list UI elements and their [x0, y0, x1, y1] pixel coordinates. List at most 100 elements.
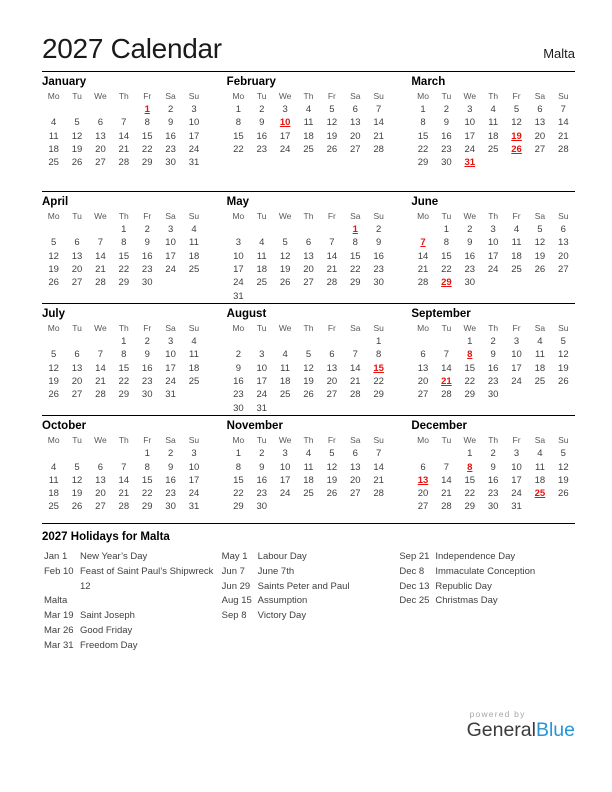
holidays-heading: 2027 Holidays for Malta	[42, 530, 170, 543]
holiday-day-cell: 8	[467, 461, 473, 473]
day-cell: 25	[188, 263, 200, 275]
empty-cell	[297, 223, 320, 236]
day-cell: 19	[279, 263, 291, 275]
day-cell: 9	[167, 461, 174, 473]
day-cell: 15	[141, 474, 153, 486]
holiday-day-cell: 8	[467, 349, 473, 361]
day-cell: 11	[48, 130, 59, 142]
holiday-name: Christmas Day	[435, 595, 498, 607]
day-cell: 5	[513, 104, 520, 116]
weekday-label: Fr	[512, 90, 521, 101]
empty-cell	[112, 103, 135, 116]
day-cell: 9	[259, 461, 265, 473]
weekday-label: Tu	[256, 322, 267, 333]
weekday-label: Fr	[143, 210, 152, 221]
day-cell: 7	[97, 237, 104, 249]
day-cell: 30	[487, 501, 499, 513]
day-cell: 19	[48, 376, 59, 388]
day-cell: 3	[167, 336, 174, 348]
day-cell: 28	[558, 143, 569, 155]
empty-cell	[112, 447, 135, 460]
day-cell: 14	[349, 362, 361, 374]
day-cell: 24	[464, 143, 476, 155]
weekday-label: We	[94, 90, 107, 101]
day-cell: 24	[188, 488, 200, 500]
empty-cell	[250, 335, 273, 348]
holiday-name-wrap: Malta	[44, 595, 68, 607]
day-cell: 11	[256, 250, 267, 262]
day-cell: 12	[279, 250, 291, 262]
day-cell: 27	[303, 277, 314, 289]
day-cell: 6	[305, 237, 312, 249]
day-cell: 6	[352, 448, 358, 460]
day-cell: 14	[326, 250, 338, 262]
day-cell: 10	[256, 362, 268, 374]
weekday-label: Th	[118, 210, 129, 221]
day-cell: 2	[259, 104, 265, 116]
day-cell: 6	[420, 461, 426, 473]
day-cell: 18	[487, 130, 499, 142]
weekday-label: We	[278, 322, 292, 333]
weekday-label: Sa	[350, 90, 361, 101]
day-cell: 25	[487, 143, 499, 155]
month-days-grid: Mo Tu We Th Fr Sa Su 1 2 3 4 5 6 7 8 9 10 11 12 13 14 15 16 17 1…	[42, 434, 206, 514]
day-cell: 15	[233, 130, 244, 142]
day-cell: 6	[74, 349, 80, 361]
holiday-name: Saints Peter and Paul	[257, 580, 350, 592]
weekday-label: We	[278, 210, 292, 221]
day-cell: 30	[441, 157, 452, 169]
holidays-list: Jan 1 New Year’s Day Feb 10 Feast of Saint …	[42, 550, 575, 654]
weekday-label: We	[94, 210, 107, 221]
day-cell: 13	[558, 237, 569, 249]
day-cell: 25	[48, 501, 59, 513]
month-september: September Mo Tu We Th Fr Sa Su 1 2 3 4 5 6 7 8 9 10 11 12 13…	[411, 308, 575, 415]
day-cell: 21	[118, 488, 130, 500]
day-cell: 19	[71, 488, 83, 500]
day-cell: 14	[373, 461, 384, 473]
weekday-label: Tu	[72, 434, 82, 445]
day-cell: 12	[558, 461, 569, 473]
day-cell: 26	[326, 143, 338, 155]
day-cell: 16	[464, 250, 476, 262]
month-days-grid: Mo Tu We Th Fr Sa Su 1 2 3 4 5 6 7 8 9 10 11 12 13 14 15 16 17 1…	[227, 322, 391, 415]
weekday-label: Th	[488, 434, 499, 445]
page-header: 2027 Calendar Malta	[42, 0, 575, 72]
holiday-name: Good Friday	[80, 624, 133, 636]
day-cell: 15	[141, 130, 153, 142]
month-january: January Mo Tu We Th Fr Sa Su 1 2 3 4 5 6 7 8 9 10 11 12 13 14…	[42, 76, 206, 191]
weekday-label: Su	[188, 210, 200, 221]
day-cell: 1	[467, 336, 473, 348]
day-cell: 4	[191, 336, 197, 348]
day-cell: 12	[558, 349, 569, 361]
day-cell: 30	[256, 501, 268, 513]
weekday-label: Su	[373, 90, 384, 101]
day-cell: 2	[167, 104, 174, 116]
day-cell: 23	[233, 389, 244, 401]
day-cell: 8	[376, 349, 382, 361]
weekday-label: Tu	[441, 322, 452, 333]
day-cell: 20	[95, 488, 106, 500]
day-cell: 6	[352, 104, 358, 116]
day-cell: 3	[513, 336, 520, 348]
holiday-entry: May 1 Labour Day	[220, 550, 398, 565]
month-february: February Mo Tu We Th Fr Sa Su 1 2 3 4 5 6 7 8 9 10 11 12 13 1…	[227, 76, 391, 191]
day-cell: 2	[259, 448, 265, 460]
holiday-entry: Jun 7 June 7th	[220, 565, 398, 580]
day-cell: 10	[511, 349, 522, 361]
empty-cell	[411, 223, 434, 236]
day-cell: 30	[464, 277, 476, 289]
day-cell: 7	[376, 104, 382, 116]
day-cell: 16	[373, 250, 384, 262]
day-cell: 22	[118, 263, 130, 275]
day-cell: 18	[48, 488, 59, 500]
day-cell: 24	[233, 277, 244, 289]
weekday-label: Sa	[350, 434, 361, 445]
weekday-label: We	[463, 210, 477, 221]
day-cell: 26	[48, 389, 59, 401]
day-cell: 21	[95, 263, 106, 275]
empty-cell	[42, 335, 65, 348]
empty-cell	[65, 447, 88, 460]
day-cell: 15	[349, 250, 361, 262]
day-cell: 7	[329, 237, 335, 249]
